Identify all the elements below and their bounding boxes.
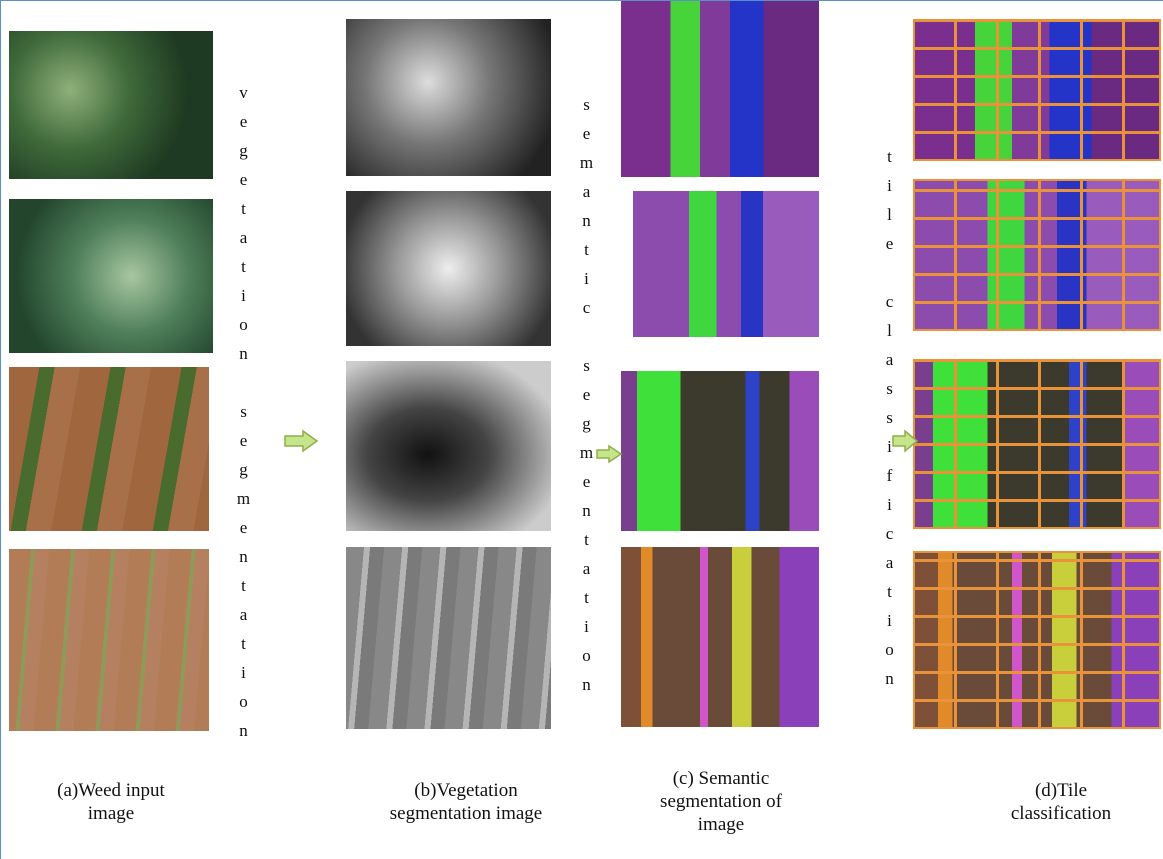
vegetation-image bbox=[346, 547, 551, 729]
caption-line: image bbox=[1, 802, 221, 825]
input-image bbox=[9, 549, 209, 731]
step-label: vegetation segmentation bbox=[233, 83, 253, 750]
tile-image bbox=[913, 19, 1161, 161]
caption-line: segmentation image bbox=[356, 802, 576, 825]
input-image bbox=[9, 31, 213, 179]
tile-image bbox=[913, 179, 1161, 331]
caption-line: (c) Semantic bbox=[611, 767, 831, 790]
vegetation-image bbox=[346, 361, 551, 531]
arrow bbox=[283, 429, 319, 453]
caption-line: segmentation of bbox=[611, 790, 831, 813]
figure: vegetation segmentation semantic segment… bbox=[0, 0, 1163, 859]
caption-line: (d)Tile bbox=[951, 779, 1163, 802]
tile-image bbox=[913, 551, 1161, 729]
caption-line: image bbox=[611, 813, 831, 836]
step-label: semantic segmentation bbox=[576, 95, 596, 704]
caption-line: (b)Vegetation bbox=[356, 779, 576, 802]
arrow bbox=[595, 444, 623, 464]
tile-image bbox=[913, 359, 1161, 529]
input-image bbox=[9, 199, 213, 353]
vegetation-image bbox=[346, 19, 551, 176]
input-image bbox=[9, 367, 209, 531]
vegetation-image bbox=[346, 191, 551, 346]
semantic-image bbox=[621, 1, 819, 177]
semantic-image bbox=[633, 191, 819, 337]
caption-line: (a)Weed input bbox=[1, 779, 221, 802]
caption-line: classification bbox=[951, 802, 1163, 825]
step-label: tile classification bbox=[879, 147, 899, 698]
semantic-image bbox=[621, 371, 819, 531]
semantic-image bbox=[621, 547, 819, 727]
arrow bbox=[891, 429, 919, 453]
